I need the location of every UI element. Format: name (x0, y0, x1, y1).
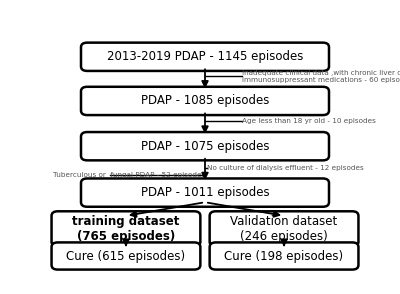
Text: PDAP - 1011 episodes: PDAP - 1011 episodes (141, 186, 269, 199)
Text: Inadequate clinical data ,with chronic liver disease,
immunosuppressant medicati: Inadequate clinical data ,with chronic l… (242, 69, 400, 83)
Text: PDAP - 1075 episodes: PDAP - 1075 episodes (141, 140, 269, 153)
FancyBboxPatch shape (210, 211, 358, 246)
Text: Tuberculous or  fungal PDAP - 52 episodes: Tuberculous or fungal PDAP - 52 episodes (53, 171, 205, 178)
FancyBboxPatch shape (81, 87, 329, 115)
Text: 2013-2019 PDAP - 1145 episodes: 2013-2019 PDAP - 1145 episodes (107, 50, 303, 63)
FancyBboxPatch shape (81, 43, 329, 71)
Text: Age less than 18 yr old - 10 episodes: Age less than 18 yr old - 10 episodes (242, 118, 376, 124)
FancyBboxPatch shape (81, 132, 329, 160)
Text: training dataset
(765 episodes): training dataset (765 episodes) (72, 215, 180, 243)
Text: Cure (198 episodes): Cure (198 episodes) (224, 250, 344, 263)
FancyBboxPatch shape (52, 211, 200, 246)
FancyBboxPatch shape (81, 178, 329, 207)
FancyBboxPatch shape (52, 243, 200, 270)
Text: PDAP - 1085 episodes: PDAP - 1085 episodes (141, 94, 269, 107)
FancyBboxPatch shape (210, 243, 358, 270)
Text: Validation dataset
(246 episodes): Validation dataset (246 episodes) (230, 215, 338, 243)
Text: No culture of dialysis effluent - 12 episodes: No culture of dialysis effluent - 12 epi… (206, 165, 363, 171)
Text: Cure (615 episodes): Cure (615 episodes) (66, 250, 186, 263)
